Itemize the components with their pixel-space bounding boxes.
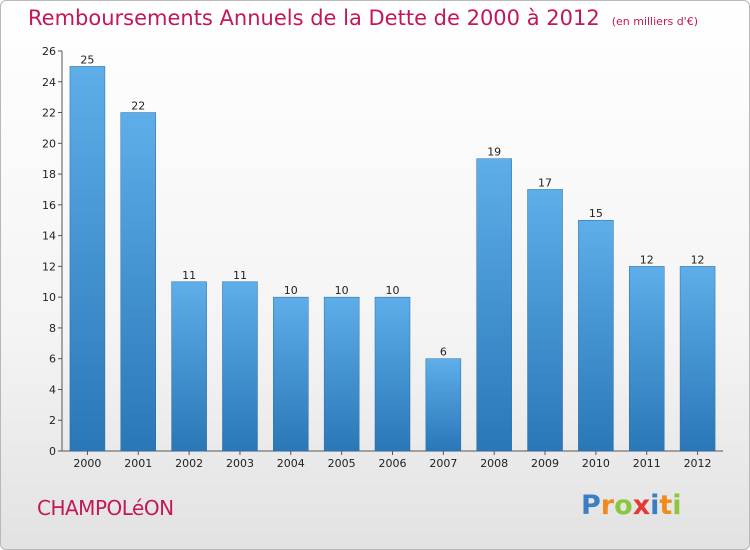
x-tick-label-2006: 2006 [379, 457, 407, 470]
y-tick-label: 22 [42, 107, 56, 120]
value-label-2003: 11 [233, 269, 247, 282]
value-label-2007: 6 [440, 346, 447, 359]
x-tick-label-2005: 2005 [328, 457, 356, 470]
value-label-2002: 11 [182, 269, 196, 282]
bar-2011 [628, 266, 665, 452]
x-tick-label-2004: 2004 [277, 457, 305, 470]
y-tick-label: 14 [42, 230, 56, 243]
logo-letter: o [614, 490, 633, 521]
x-tick-label-2012: 2012 [684, 457, 712, 470]
y-tick-label: 2 [49, 414, 56, 427]
x-tick-label-2007: 2007 [429, 457, 457, 470]
bar-2003 [222, 281, 258, 452]
commune-name: CHAMPOLéON [37, 496, 174, 520]
chart-bars: 25 22 11 11 10 10 10 6 19 17 15 12 12 [69, 53, 716, 452]
bar-2004 [273, 296, 309, 452]
bar-2007 [425, 358, 462, 452]
y-tick-label: 24 [42, 76, 56, 89]
logo-letter: t [659, 490, 673, 521]
value-label-2008: 19 [487, 146, 501, 159]
y-tick-label: 8 [49, 322, 56, 335]
x-tick-label-2011: 2011 [633, 457, 661, 470]
value-label-2010: 15 [589, 207, 603, 220]
logo-letter: i [650, 490, 660, 521]
chart-title-text: Remboursements Annuels de la Dette de 20… [28, 6, 600, 30]
x-tick-label-2009: 2009 [531, 457, 559, 470]
x-tick-label-2010: 2010 [582, 457, 610, 470]
logo-letter: i [672, 490, 682, 521]
bar-2005 [323, 296, 360, 452]
y-tick-label: 20 [42, 137, 56, 150]
bar-2012 [679, 266, 716, 452]
bar-2010 [578, 219, 614, 452]
y-tick-label: 26 [42, 45, 56, 58]
bar-2009 [527, 189, 563, 452]
value-label-2011: 12 [640, 253, 654, 266]
y-tick-label: 0 [49, 445, 56, 458]
bar-2008 [476, 158, 512, 452]
value-label-2009: 17 [538, 176, 552, 189]
y-tick-label: 16 [42, 199, 56, 212]
chart-unit-note: (en milliers d'€) [611, 15, 698, 28]
bar-2006 [374, 296, 411, 452]
logo-letter: P [581, 490, 601, 521]
value-label-2012: 12 [691, 253, 705, 266]
value-label-2005: 10 [335, 284, 349, 297]
value-label-2001: 22 [131, 100, 145, 113]
x-tick-label-2003: 2003 [226, 457, 254, 470]
logo-letter: x [632, 490, 651, 521]
chart-title: Remboursements Annuels de la Dette de 20… [28, 6, 698, 30]
value-label-2004: 10 [284, 284, 298, 297]
value-label-2000: 25 [80, 53, 94, 66]
logo-letter: r [600, 490, 615, 521]
bar-2001 [120, 112, 157, 452]
bar-2000 [69, 66, 106, 452]
y-tick-label: 4 [49, 383, 56, 396]
proxiti-logo: Proxiti [581, 490, 682, 521]
y-tick-label: 10 [42, 291, 56, 304]
y-tick-label: 6 [49, 353, 56, 366]
x-tick-label-2001: 2001 [124, 457, 152, 470]
x-tick-label-2000: 2000 [73, 457, 101, 470]
y-tick-label: 18 [42, 168, 56, 181]
x-tick-label-2002: 2002 [175, 457, 203, 470]
value-label-2006: 10 [386, 284, 400, 297]
x-tick-label-2008: 2008 [480, 457, 508, 470]
y-tick-label: 12 [42, 260, 56, 273]
bar-2002 [171, 281, 207, 452]
